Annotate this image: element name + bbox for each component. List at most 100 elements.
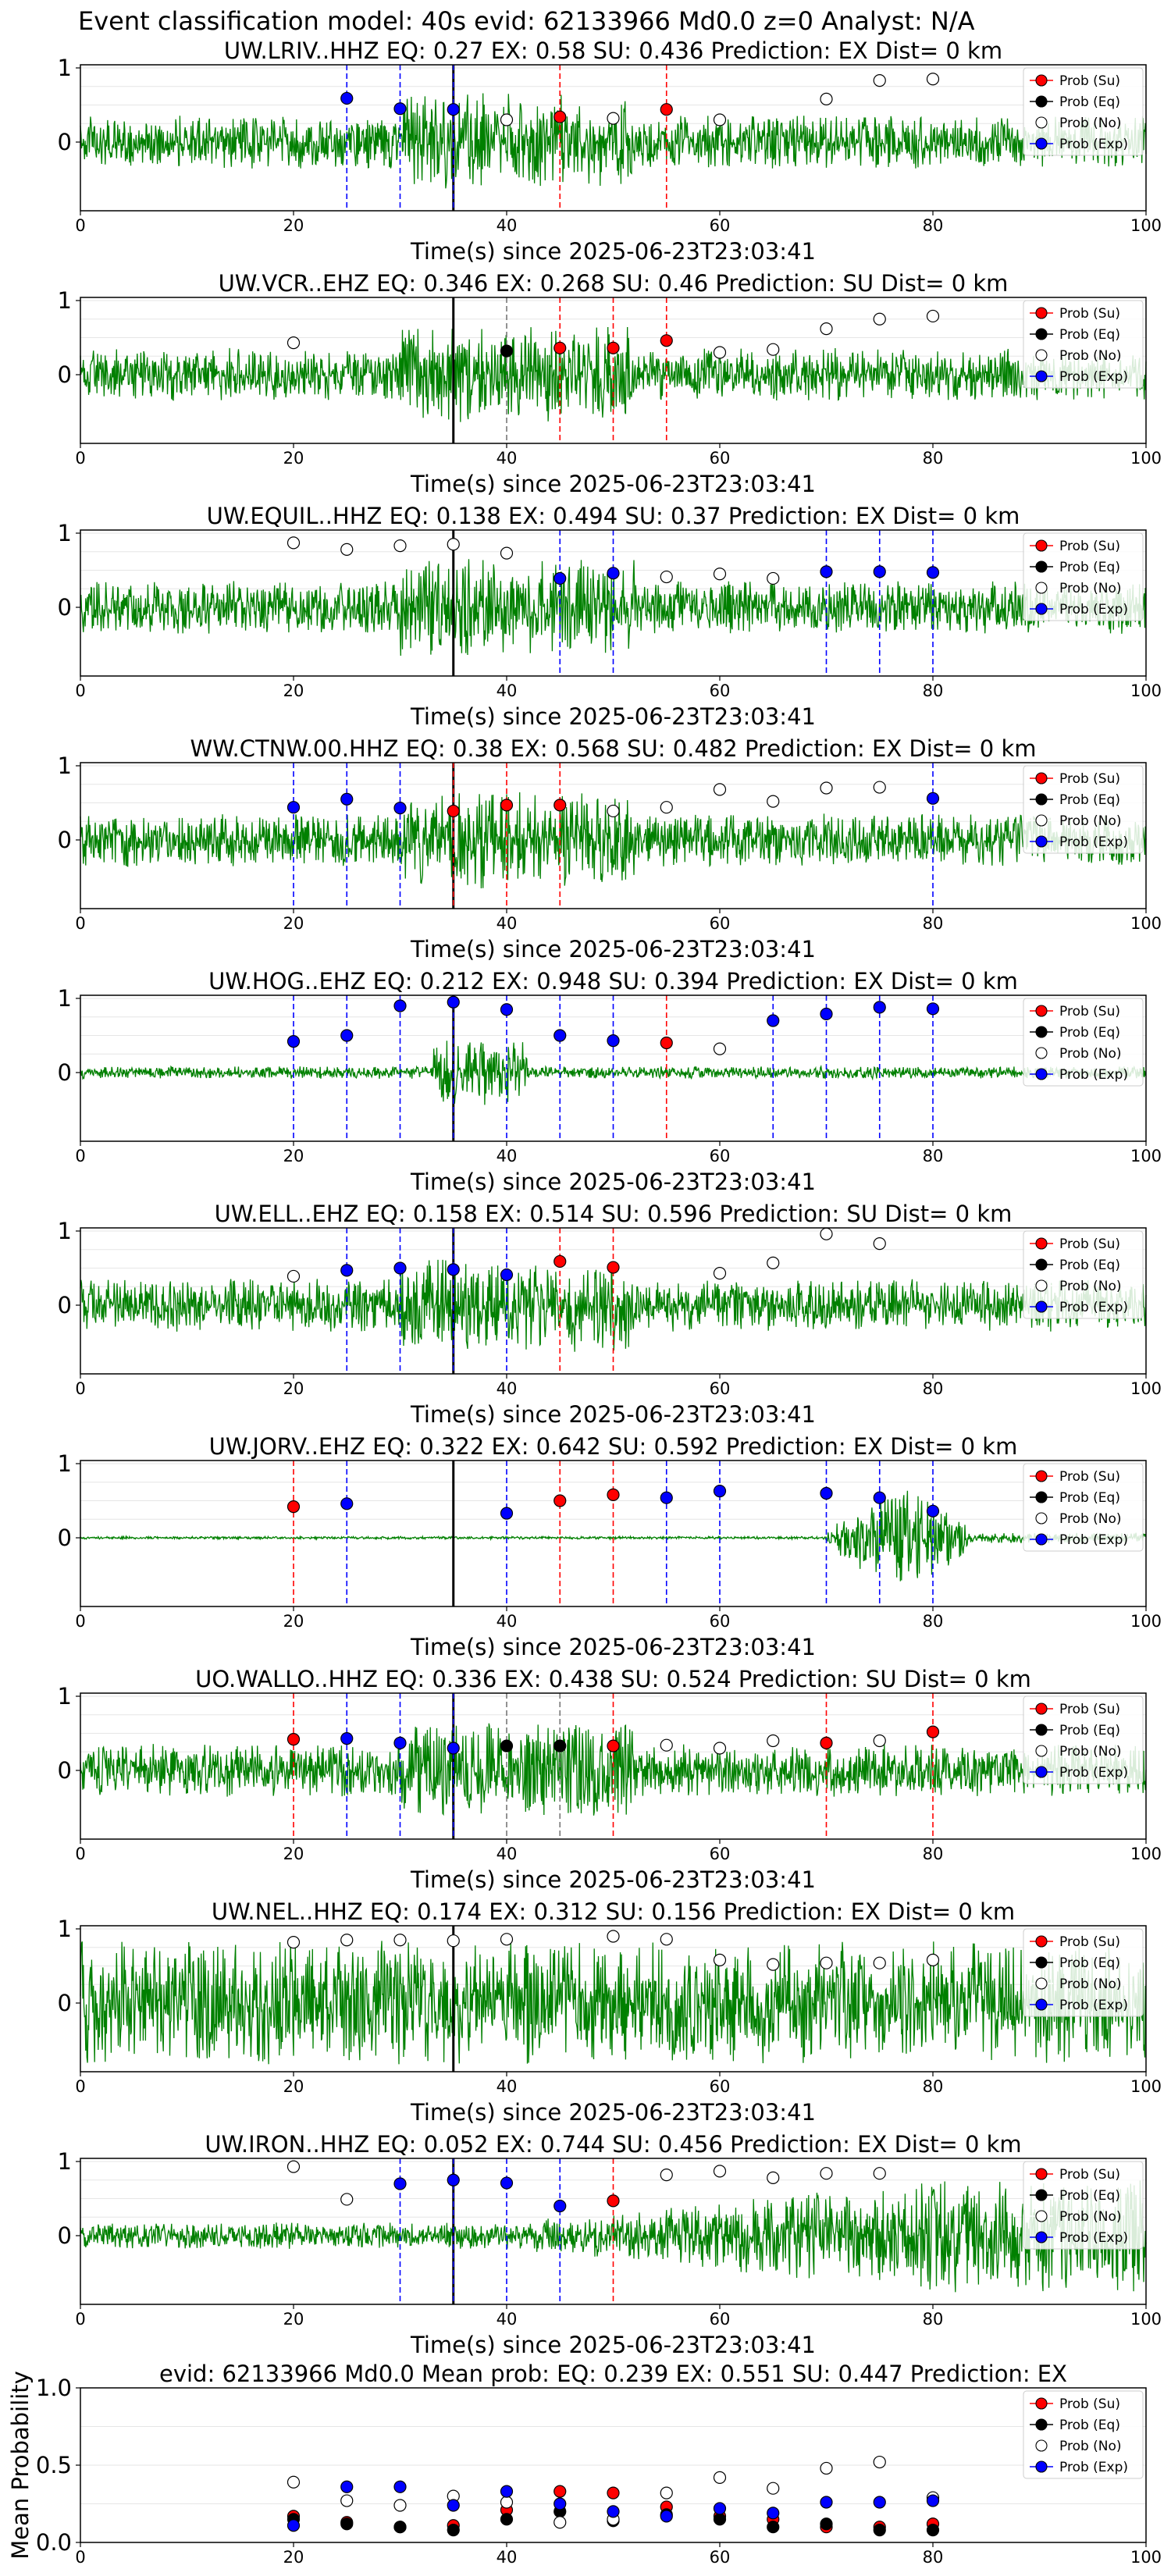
y-tick-label: 1: [58, 1916, 72, 1942]
probability-point: [660, 1738, 673, 1752]
axes-frame: [80, 297, 1147, 444]
x-tick-label: 80: [923, 681, 944, 700]
station-panel: WW.CTNW.00.HHZ EQ: 0.38 EX: 0.568 SU: 0.…: [58, 735, 1162, 962]
x-tick-label: 40: [497, 1845, 518, 1863]
panel-title: WW.CTNW.00.HHZ EQ: 0.38 EX: 0.568 SU: 0.…: [190, 735, 1036, 762]
legend-marker: [1035, 1237, 1048, 1250]
legend-label: Prob (Su): [1059, 1004, 1120, 1019]
probability-point: [447, 538, 460, 551]
legend-label: Prob (Exp): [1059, 1532, 1128, 1548]
probability-point: [873, 1001, 886, 1014]
legend-label: Prob (No): [1059, 1046, 1122, 1062]
x-tick-label: 40: [497, 2077, 518, 2096]
probability-point: [926, 1002, 940, 1016]
y-tick-label: 0: [58, 361, 72, 388]
probability-point: [393, 2499, 407, 2512]
probability-point: [660, 2486, 673, 2500]
probability-point: [713, 1953, 727, 1966]
probability-point: [660, 1491, 673, 1504]
x-tick-label: 0: [75, 449, 85, 468]
station-panel: UW.HOG..EHZ EQ: 0.212 EX: 0.948 SU: 0.39…: [58, 968, 1162, 1195]
probability-point: [287, 801, 301, 814]
probability-point: [447, 2499, 460, 2512]
x-axis-label: Time(s) since 2025-06-23T23:03:41: [410, 703, 816, 730]
legend: Prob (Su) Prob (Eq) Prob (No) Prob (Exp): [1023, 67, 1144, 156]
probability-point: [287, 336, 301, 350]
probability-point: [607, 341, 620, 354]
probability-point: [873, 2167, 886, 2180]
probability-point: [873, 2496, 886, 2509]
probability-point: [340, 792, 354, 806]
legend-label: Prob (Eq): [1059, 1955, 1120, 1971]
probability-point: [873, 74, 886, 87]
legend-marker: [1035, 2231, 1048, 2243]
x-tick-label: 100: [1130, 1845, 1162, 1863]
axes-frame: [80, 2158, 1147, 2305]
legend-box: [1023, 300, 1144, 389]
probability-point: [873, 781, 886, 794]
probability-point: [660, 334, 673, 347]
legend-marker: [1035, 1047, 1048, 1059]
probability-point: [393, 999, 407, 1012]
axes-frame: [80, 1460, 1147, 1607]
probability-point: [553, 1029, 567, 1042]
legend-label: Prob (Eq): [1059, 560, 1120, 575]
y-tick-label: 1: [58, 1218, 72, 1244]
legend-label: Prob (Exp): [1059, 2460, 1128, 2475]
legend-label: Prob (Eq): [1059, 1490, 1120, 1506]
legend-label: Prob (Exp): [1059, 1765, 1128, 1781]
station-panel: UW.EQUIL..HHZ EQ: 0.138 EX: 0.494 SU: 0.…: [58, 503, 1162, 730]
station-panel: UW.JORV..EHZ EQ: 0.322 EX: 0.642 SU: 0.5…: [58, 1433, 1162, 1660]
probability-point: [713, 346, 727, 359]
legend-label: Prob (Su): [1059, 1236, 1120, 1252]
probability-point: [926, 309, 940, 323]
panel-title: UW.EQUIL..HHZ EQ: 0.138 EX: 0.494 SU: 0.…: [207, 503, 1020, 529]
x-tick-label: 60: [710, 1612, 731, 1631]
legend-marker: [1035, 603, 1048, 615]
legend-marker: [1035, 349, 1048, 361]
probability-point: [820, 2167, 833, 2180]
probability-point: [340, 1029, 354, 1042]
x-tick-label: 100: [1130, 216, 1162, 235]
probability-point: [607, 112, 620, 125]
probability-point: [660, 801, 673, 814]
y-tick-label: 1.0: [36, 2375, 72, 2401]
x-axis-label: Time(s) since 2025-06-23T23:03:41: [410, 1401, 816, 1428]
x-tick-label: 40: [497, 2548, 518, 2567]
probability-point: [287, 1034, 301, 1048]
probability-point: [767, 2482, 780, 2495]
legend-box: [1023, 1695, 1144, 1784]
probability-point: [767, 1734, 780, 1748]
probability-point: [340, 91, 354, 105]
panel-title: UW.IRON..HHZ EQ: 0.052 EX: 0.744 SU: 0.4…: [205, 2131, 1021, 2158]
y-tick-label: 0: [58, 1757, 72, 1784]
x-tick-label: 20: [283, 2548, 304, 2567]
legend-label: Prob (Su): [1059, 2396, 1120, 2412]
y-tick-label: 1: [58, 520, 72, 546]
probability-point: [287, 536, 301, 550]
x-tick-label: 60: [710, 914, 731, 933]
probability-point: [926, 792, 940, 805]
probability-point: [607, 1930, 620, 1943]
legend-box: [1023, 1463, 1144, 1552]
x-tick-label: 40: [497, 1147, 518, 1165]
probability-point: [500, 2485, 514, 2498]
x-tick-label: 20: [283, 2077, 304, 2096]
x-tick-label: 40: [497, 449, 518, 468]
station-panel: UW.VCR..EHZ EQ: 0.346 EX: 0.268 SU: 0.46…: [58, 270, 1162, 497]
probability-point: [500, 1268, 514, 1282]
legend-label: Prob (Su): [1059, 306, 1120, 322]
probability-point: [873, 1237, 886, 1251]
probability-point: [500, 1933, 514, 1946]
probability-point: [607, 1034, 620, 1048]
x-tick-label: 0: [75, 914, 85, 933]
legend-box: [1023, 998, 1144, 1087]
probability-point: [340, 2494, 354, 2507]
legend-marker: [1035, 2168, 1048, 2180]
probability-point: [500, 1507, 514, 1520]
probability-point: [500, 2513, 514, 2526]
probability-point: [553, 799, 567, 812]
probability-point: [287, 2160, 301, 2173]
x-tick-label: 0: [75, 216, 85, 235]
legend-label: Prob (No): [1059, 1511, 1122, 1527]
